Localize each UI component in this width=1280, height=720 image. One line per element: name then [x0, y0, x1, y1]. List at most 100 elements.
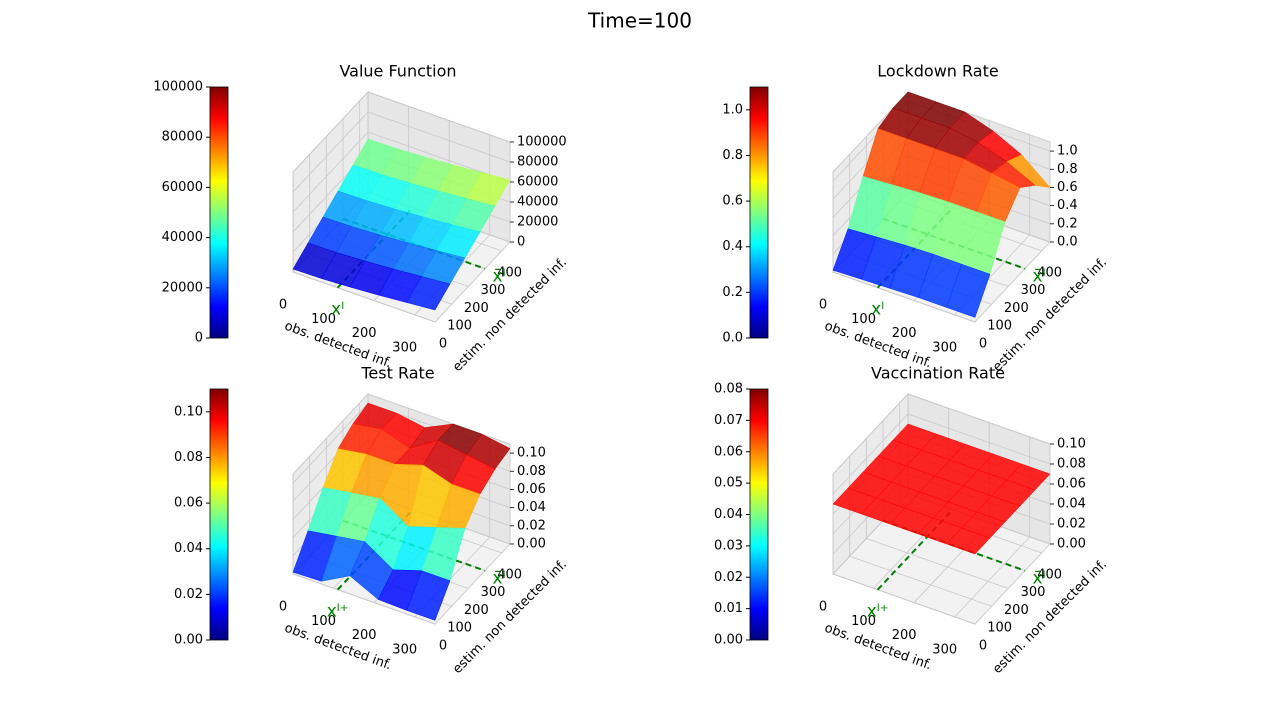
- x-tick-label: 300: [932, 642, 957, 657]
- z-tick-label: 0.2: [1057, 216, 1078, 231]
- z-grid-line: [292, 131, 369, 213]
- z-tick-label: 0.08: [1057, 457, 1086, 472]
- x-tick-label: 200: [352, 628, 377, 643]
- z-tick-label: 0.0: [1057, 235, 1078, 250]
- x-threshold-label: xˡ⁺: [327, 602, 349, 622]
- x-axis-label: obs. detected inf.: [282, 621, 393, 674]
- x-axis-label: obs. detected inf.: [822, 621, 933, 674]
- y-threshold-label: x̄ˡ: [493, 267, 506, 287]
- z-tick-label: 0: [517, 235, 525, 250]
- x-tick-label: 300: [392, 642, 417, 657]
- surface-patch: [406, 276, 451, 311]
- x-tick-label: 200: [892, 628, 917, 643]
- surface-patch: [946, 527, 991, 555]
- x-tick-label: 200: [352, 326, 377, 341]
- colorbar-tick-label: 0.00: [714, 633, 743, 648]
- y-tick-label: 0: [979, 639, 987, 654]
- colorbar-tick-label: 0.08: [714, 382, 743, 397]
- colorbar-tick-label: 0.01: [714, 601, 743, 616]
- x-tick-label: 0: [819, 600, 827, 615]
- colorbar-tick-label: 0.8: [722, 148, 743, 163]
- y-tick-label: 400: [497, 567, 522, 582]
- colorbar-tick-label: 0.02: [714, 570, 743, 585]
- subplot-title: Test Rate: [360, 364, 434, 383]
- z-tick-label: 0.8: [1057, 162, 1078, 177]
- x-tick-label: 100: [311, 312, 336, 327]
- x-threshold-label: xˡ: [871, 300, 884, 320]
- subplot-title: Vaccination Rate: [871, 364, 1005, 383]
- y-tick-label: 0: [979, 337, 987, 352]
- colorbar-tick-label: 0.08: [174, 450, 203, 465]
- z-grid-line: [367, 111, 511, 163]
- z-tick-label: 0.10: [1057, 437, 1086, 452]
- z-tick-label: 0.00: [517, 537, 546, 552]
- z-tick-label: 0.6: [1057, 180, 1078, 195]
- subplot-title: Value Function: [339, 62, 456, 81]
- z-tick-label: 0.06: [1057, 477, 1086, 492]
- colorbar-tick-label: 0.02: [174, 587, 203, 602]
- y-tick-label: 0: [439, 337, 447, 352]
- z-tick-label: 40000: [517, 195, 558, 210]
- y-grid-line: [832, 271, 976, 323]
- z-tick-label: 1.0: [1057, 144, 1078, 159]
- y-tick-label: 0: [439, 639, 447, 654]
- x-tick-label: 100: [851, 614, 876, 629]
- subplot-title: Lockdown Rate: [877, 62, 998, 81]
- z-tick-label: 0.04: [1057, 497, 1086, 512]
- surface-patch: [946, 263, 991, 318]
- x-tick-label: 0: [819, 298, 827, 313]
- y-threshold-label: x̄ˡ: [1033, 569, 1046, 589]
- y-threshold-label: x̄ˡ: [1033, 267, 1046, 287]
- y-tick-label: 200: [1004, 603, 1029, 618]
- y-tick-label: 200: [464, 603, 489, 618]
- x-threshold-label: xˡ⁺: [867, 602, 889, 622]
- x-tick-label: 200: [892, 326, 917, 341]
- colorbar: [209, 86, 229, 339]
- y-threshold-label: x̄ˡ: [493, 569, 506, 589]
- figure-title: Time=100: [587, 9, 692, 33]
- colorbar-tick-label: 40000: [162, 230, 203, 245]
- y-tick-label: 300: [481, 283, 506, 298]
- z-tick-label: 60000: [517, 175, 558, 190]
- colorbar-tick-label: 0.6: [722, 194, 743, 209]
- colorbar-tick-label: 0.06: [714, 444, 743, 459]
- colorbar-tick-label: 0.0: [722, 331, 743, 346]
- colorbar-tick-label: 20000: [162, 280, 203, 295]
- y-tick-label: 400: [1037, 567, 1062, 582]
- z-grid-line: [292, 402, 369, 484]
- z-tick-label: 80000: [517, 155, 558, 170]
- z-grid-line: [907, 393, 1051, 445]
- colorbar: [749, 388, 769, 641]
- z-tick-label: 0.08: [517, 464, 546, 479]
- surface-patch: [406, 570, 451, 621]
- z-tick-label: 0.06: [517, 482, 546, 497]
- z-grid-line: [292, 91, 369, 173]
- colorbar-tick-label: 60000: [162, 180, 203, 195]
- z-tick-label: 0.02: [517, 518, 546, 533]
- y-tick-label: 300: [481, 585, 506, 600]
- z-tick-label: 0.04: [517, 500, 546, 515]
- y-tick-label: 100: [447, 319, 472, 334]
- x-threshold-label: xˡ: [331, 300, 344, 320]
- y-tick-label: 100: [447, 621, 472, 636]
- z-grid-line: [367, 91, 511, 143]
- colorbar-tick-label: 0.05: [714, 476, 743, 491]
- z-grid-line: [832, 393, 909, 475]
- colorbar-tick-label: 0.00: [174, 633, 203, 648]
- x-tick-label: 100: [311, 614, 336, 629]
- z-grid-line: [832, 413, 909, 495]
- y-tick-label: 200: [1004, 301, 1029, 316]
- y-tick-label: 300: [1021, 283, 1046, 298]
- y-grid-line: [849, 555, 992, 607]
- colorbar-tick-label: 0.2: [722, 285, 743, 300]
- y-grid-line: [292, 573, 436, 625]
- z-grid-line: [907, 413, 1051, 465]
- x-tick-label: 300: [392, 340, 417, 355]
- z-tick-label: 100000: [517, 135, 567, 150]
- z-tick-label: 0.10: [517, 446, 546, 461]
- colorbar-tick-label: 0.07: [714, 413, 743, 428]
- z-tick-label: 0.4: [1057, 198, 1078, 213]
- x-tick-label: 0: [279, 600, 287, 615]
- z-grid-line: [292, 111, 369, 193]
